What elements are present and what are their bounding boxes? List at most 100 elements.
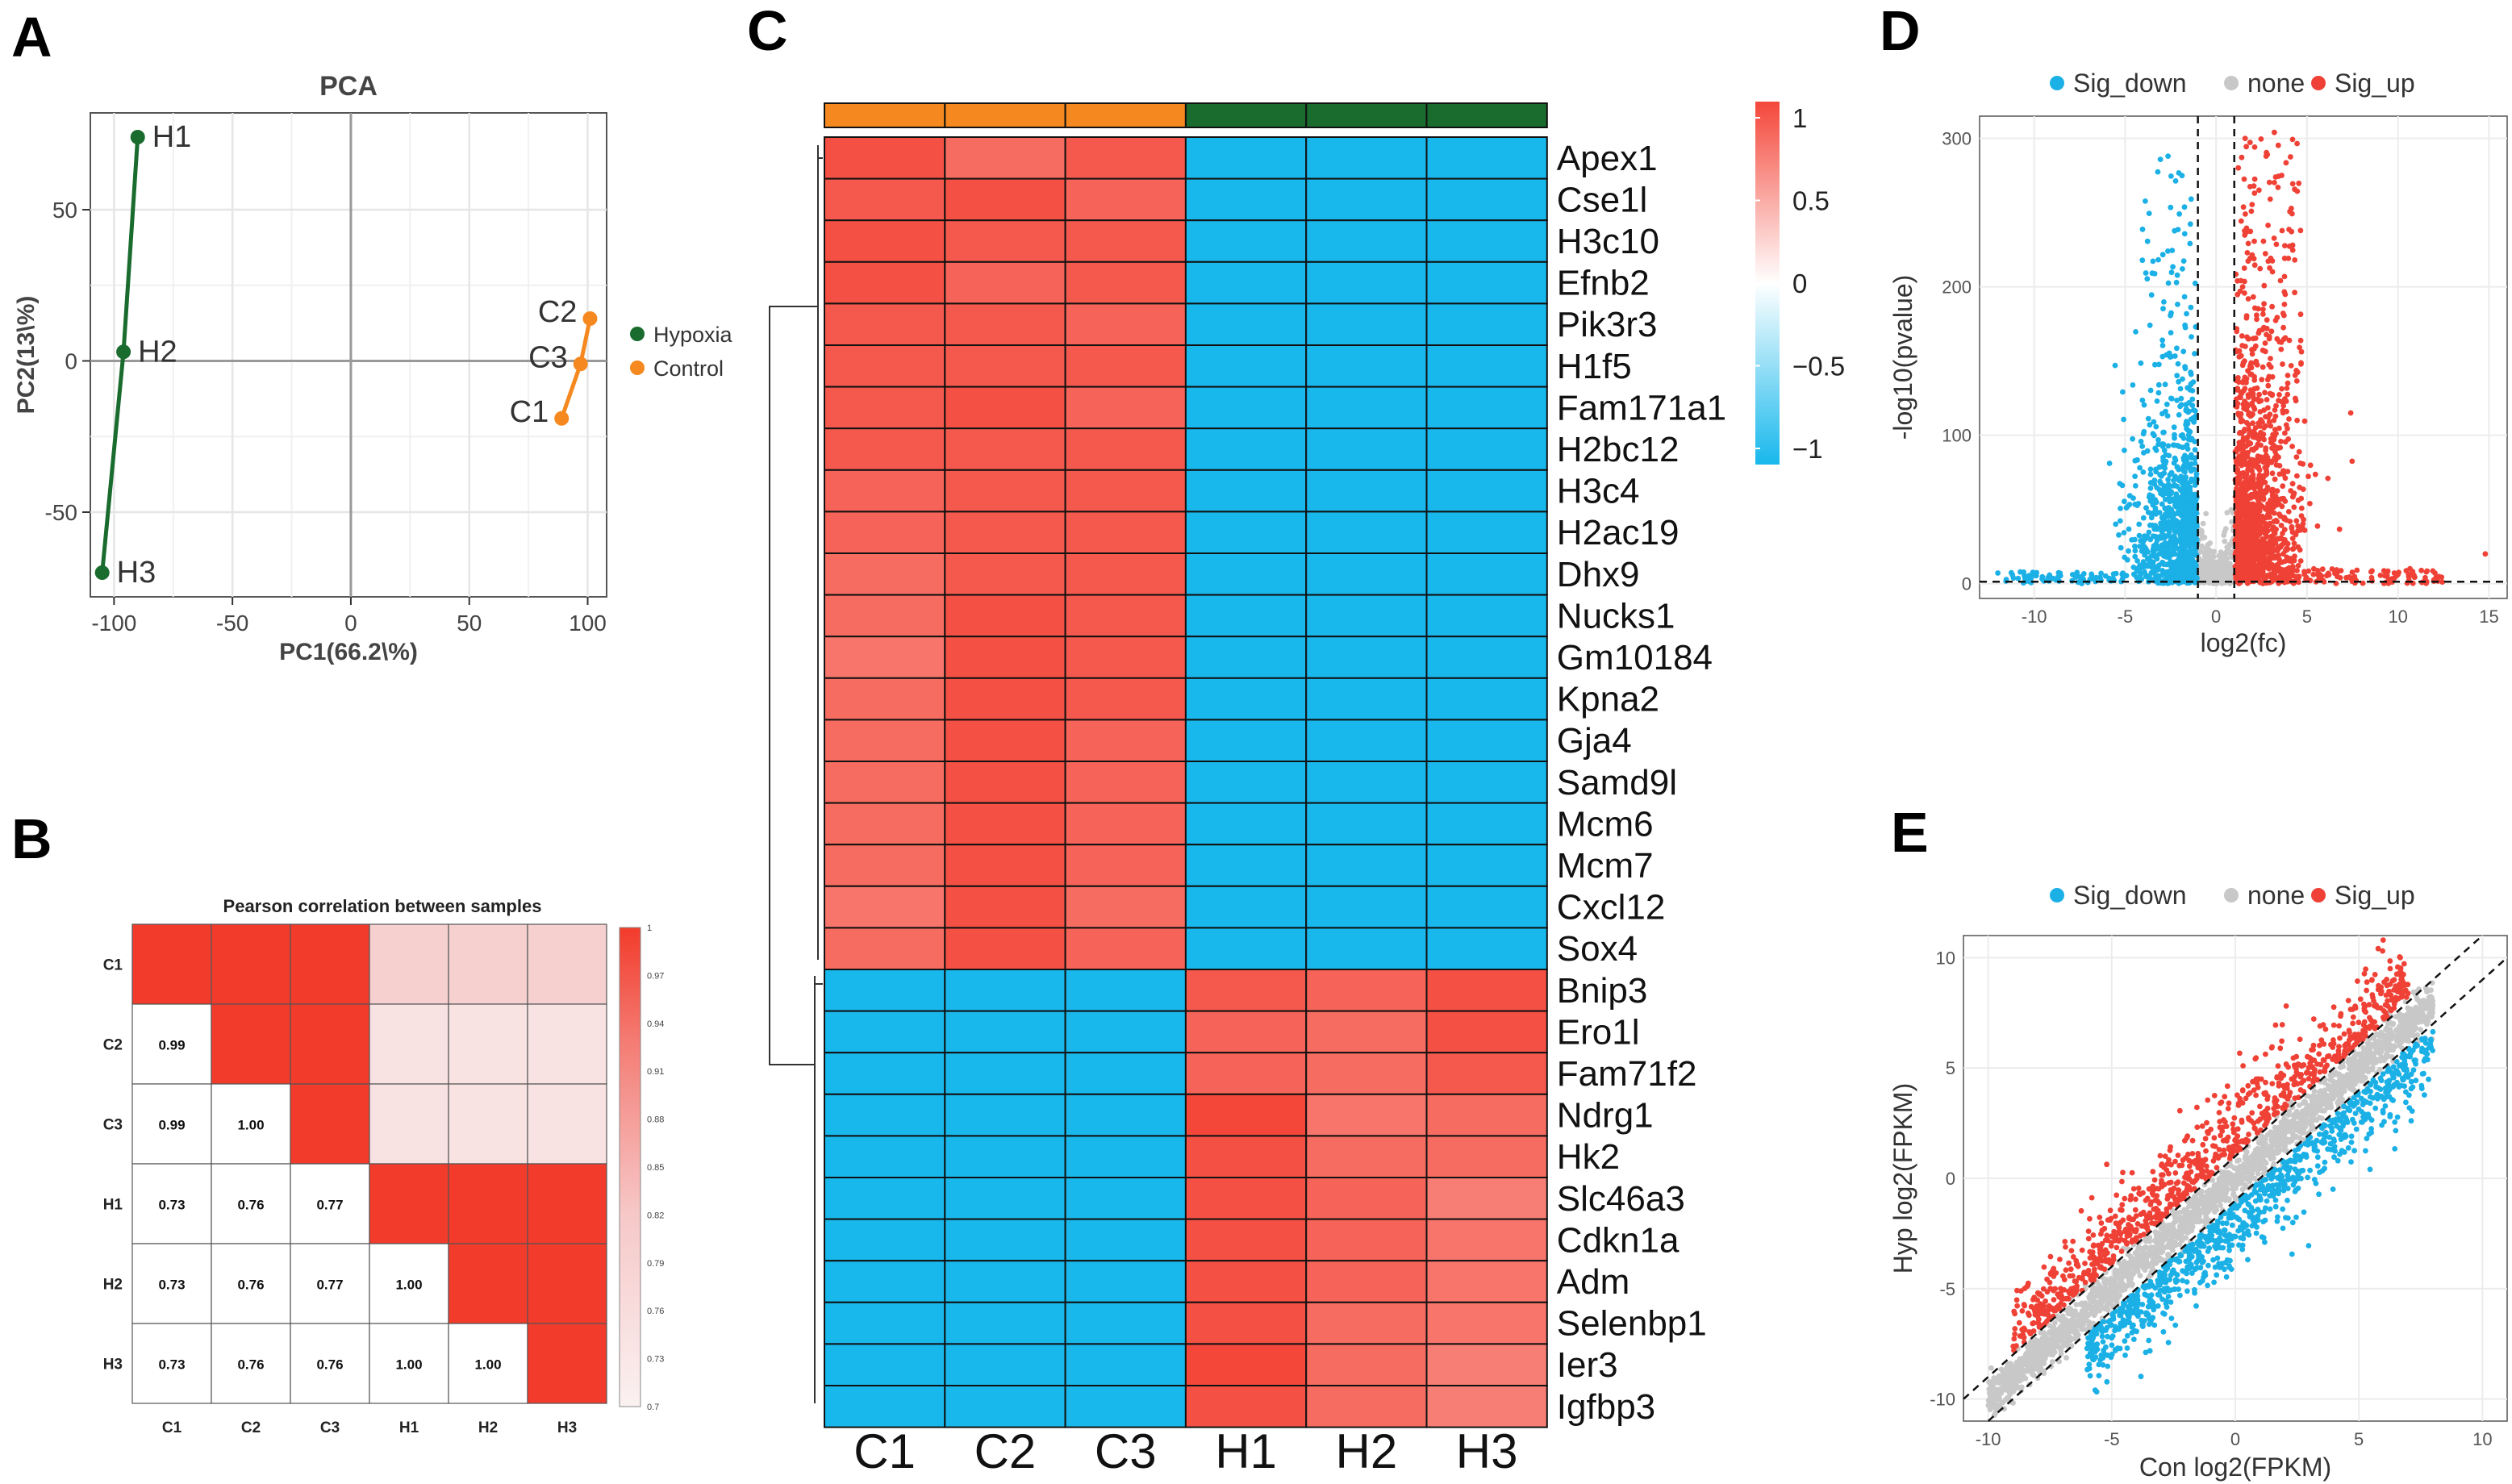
volcano-point	[2300, 486, 2306, 492]
volcano-point	[2182, 364, 2189, 370]
gene-heatmap-panel: Apex1Cse1lH3c10Efnb2Pik3r3H1f5Fam171a1H2…	[769, 102, 1845, 1478]
volcano-point	[2238, 528, 2244, 534]
corr-colorbar-tick: 0.94	[647, 1019, 664, 1029]
volcano-point	[2275, 142, 2281, 148]
volcano-point	[2252, 335, 2259, 341]
heatmap-cell	[944, 302, 1066, 346]
heatmap-cell	[1305, 427, 1428, 471]
volcano-point	[2267, 196, 2273, 202]
volcano-point	[2172, 435, 2177, 441]
volcano-point	[2185, 432, 2192, 438]
volcano-point	[2188, 304, 2194, 311]
volcano-point	[2236, 440, 2243, 446]
heatmap-cell	[1064, 594, 1187, 638]
volcano-point	[2248, 208, 2255, 215]
volcano-point	[2174, 272, 2180, 278]
heatmap-cell	[1305, 677, 1428, 721]
heatmap-cell	[1305, 386, 1428, 430]
volcano-point	[2256, 187, 2262, 194]
volcano-point	[2164, 401, 2170, 407]
volcano-point	[2164, 526, 2170, 532]
heatmap-cell	[1064, 177, 1187, 222]
corr-row-label: H1	[103, 1197, 123, 1214]
heatmap-cell	[1064, 1177, 1187, 1220]
volcano-point	[2214, 562, 2220, 569]
volcano-point	[2168, 173, 2174, 179]
volcano-point	[2243, 379, 2249, 386]
volcano-point	[2136, 532, 2143, 539]
volcano-point	[2276, 575, 2281, 582]
heatmap-cell	[1184, 1260, 1308, 1303]
volcano-point	[2182, 322, 2189, 328]
gene-label: Samd9l	[1557, 763, 1677, 802]
volcano-point	[2280, 361, 2285, 367]
volcano-point	[2183, 407, 2189, 414]
volcano-point	[2251, 481, 2257, 487]
panel-letter-e: E	[1891, 801, 1929, 864]
volcano-point	[2280, 530, 2285, 536]
heatmap-cell	[1184, 344, 1308, 388]
heatmap-cell	[944, 1010, 1066, 1054]
volcano-point	[2267, 411, 2273, 418]
corr-cell	[448, 1083, 528, 1165]
column-group-bar	[1184, 102, 1308, 128]
volcano-point	[2190, 407, 2197, 413]
volcano-point	[2245, 336, 2251, 342]
volcano-point	[2180, 376, 2185, 382]
fpkm-point	[2217, 1175, 2223, 1181]
volcano-point	[2180, 258, 2187, 264]
volcano-point	[2132, 548, 2139, 554]
volcano-point	[2147, 498, 2154, 504]
heatmap-cell	[1305, 1218, 1428, 1262]
volcano-point	[2139, 397, 2146, 403]
volcano-point	[2184, 513, 2189, 519]
volcano-point	[2289, 136, 2296, 143]
corr-cell	[369, 1323, 449, 1404]
volcano-point	[2143, 548, 2150, 553]
volcano-point	[2283, 160, 2289, 166]
corr-cell	[290, 1003, 370, 1085]
volcano-point	[2264, 325, 2270, 331]
volcano-point	[2151, 271, 2158, 277]
pca-point-label: C1	[510, 395, 549, 429]
volcano-point	[2256, 327, 2263, 334]
gene-label: Adm	[1557, 1262, 1629, 1302]
fpkm-point	[1985, 1398, 1992, 1404]
fpkm-point	[2247, 1178, 2253, 1185]
heatmap-cell	[1184, 219, 1308, 263]
volcano-point	[2266, 333, 2272, 340]
heatmap-cell	[944, 344, 1066, 388]
pca-title: PCA	[319, 71, 378, 102]
heatmap-cell	[944, 1385, 1066, 1428]
volcano-point	[2173, 491, 2180, 498]
volcano-point	[2142, 552, 2148, 558]
panel-letter-c: C	[747, 0, 788, 62]
fpkm-point	[2255, 1167, 2261, 1173]
volcano-point	[2275, 536, 2280, 542]
volcano-point	[2193, 455, 2199, 461]
heatmap-cell	[824, 1218, 946, 1262]
volcano-point	[2178, 550, 2184, 556]
gene-label: Apex1	[1557, 139, 1658, 178]
heatmap-cell	[944, 1135, 1066, 1179]
volcano-point	[2291, 557, 2297, 564]
heatmap-cell	[1305, 136, 1428, 180]
heatmap-cell	[944, 761, 1066, 804]
volcano-point	[2138, 439, 2144, 444]
heatmap-cell	[1425, 386, 1548, 430]
heatmap-cell	[1184, 719, 1308, 763]
gene-label: Bnip3	[1557, 971, 1648, 1011]
heat-colorbar-label: −1	[1792, 434, 1823, 464]
volcano-point	[2235, 470, 2242, 476]
volcano-point	[2175, 302, 2180, 307]
volcano-point	[2251, 144, 2258, 150]
volcano-point	[2185, 490, 2192, 496]
volcano-point	[2256, 504, 2263, 511]
heatmap-cell	[944, 1052, 1066, 1095]
heatmap-cell	[1064, 1010, 1187, 1054]
volcano-point	[2377, 573, 2384, 578]
heatmap-cell	[1184, 469, 1308, 513]
volcano-point	[2178, 487, 2184, 494]
corr-colorbar-tick: 0.7	[647, 1403, 659, 1412]
